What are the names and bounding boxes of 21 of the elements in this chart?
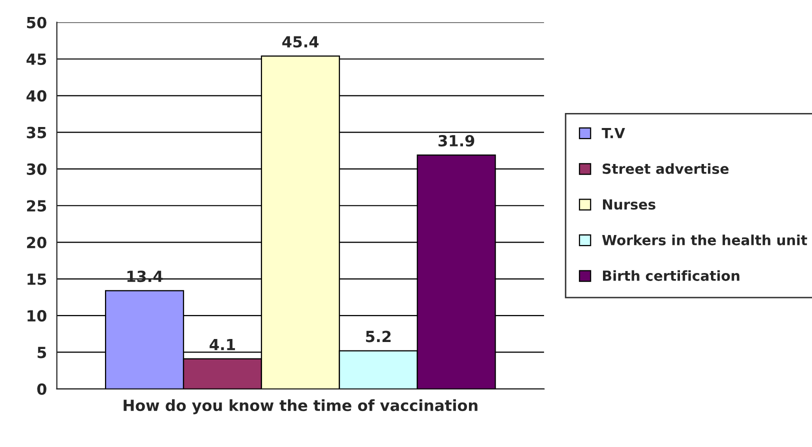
y-tick-label: 50 — [27, 16, 46, 28]
y-tick-label: 20 — [27, 236, 46, 248]
data-label: 31.9 — [438, 134, 474, 147]
y-tick-label: 30 — [26, 163, 46, 175]
data-label: 5.2 — [366, 330, 391, 342]
y-tick-label: 5 — [38, 346, 46, 358]
y-tick-label: 25 — [27, 200, 46, 212]
y-tick-label: 0 — [37, 383, 46, 395]
data-label: 4.1 — [210, 338, 235, 350]
y-tick-label: 45 — [26, 54, 46, 66]
y-tick-label: 15 — [28, 274, 46, 285]
y-tick-label: 35 — [26, 126, 46, 138]
legend-label: Birth certification — [602, 270, 740, 281]
legend-label: T.V — [602, 128, 626, 138]
y-tick-label: 10 — [28, 310, 46, 322]
legend-label: Nurses — [602, 199, 656, 210]
y-tick-label: 40 — [26, 90, 46, 102]
data-label: 45.4 — [282, 36, 319, 48]
legend-label: Workers in the health unit — [602, 234, 808, 246]
legend-label: Street advertise — [602, 163, 729, 174]
x-axis-title: How do you know the time of vaccination — [124, 399, 478, 414]
